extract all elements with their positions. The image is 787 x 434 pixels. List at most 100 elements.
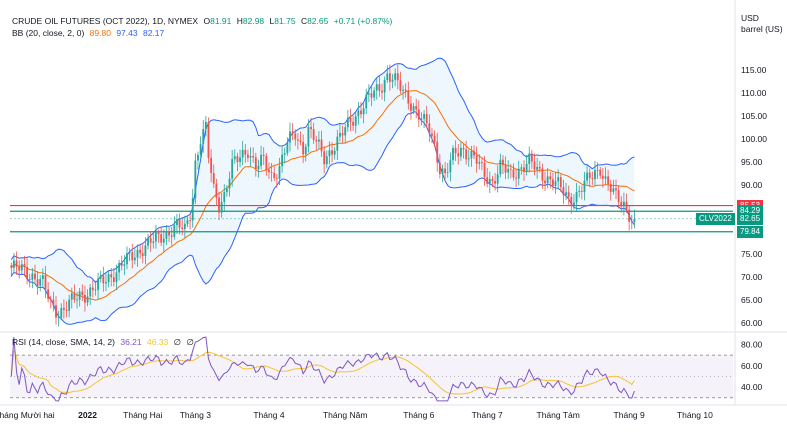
candle-body [328,150,331,157]
rsi-empty-2: ∅ [186,337,194,347]
y-tick-label: 105.00 [741,111,767,121]
candle-body [189,220,192,221]
x-axis-label: Tháng Năm [323,410,367,420]
candle-body [404,89,407,91]
candle-body [436,141,439,163]
currency-label: USD [741,13,759,23]
candle-body [586,172,589,181]
candle-body [596,169,599,171]
x-axis-label: Tháng 10 [677,410,713,420]
candle-body [486,177,489,184]
candle-body [294,133,297,140]
rsi-tick-label: 60.00 [741,361,763,371]
candle-body [512,169,515,178]
candle-body [183,223,186,229]
candle-body [633,218,636,223]
candle-body [36,279,39,286]
y-tick-label: 90.00 [741,180,763,190]
candle-body [520,167,523,169]
candle-body [18,266,21,271]
candle-body [459,147,462,157]
candle-body [162,238,165,243]
candle-body [247,154,249,158]
candle-body [57,317,60,319]
rsi-legend[interactable]: RSI (14, close, SMA, 14, 2) 36.21 46.33 … [12,337,197,348]
candle-body [160,234,163,243]
candle-body [604,176,607,179]
candle-body [570,196,573,206]
candle-body [344,127,347,136]
candle-body [176,219,178,226]
bb-lower-line [10,111,635,325]
candle-body [289,131,291,143]
candle-body [362,108,365,115]
candle-body [525,163,528,172]
candle-body [239,157,241,163]
candle-body [102,275,105,284]
candle-body [562,187,565,195]
candle-body [94,289,97,291]
candle-body [115,272,118,282]
x-axis-label: Tháng 9 [614,410,645,420]
symbol-legend: CRUDE OIL FUTURES (OCT 2022), 1D, NYMEX … [12,16,395,26]
candle-body [215,183,218,198]
candle-body [220,202,223,213]
candle-body [441,168,444,175]
candle-body [275,177,278,179]
candle-body [154,232,157,242]
candle-body [549,176,552,180]
candle-body [333,150,336,155]
x-axis-label: Tháng 7 [472,410,503,420]
bb-basis-line [10,90,635,301]
candle-body [370,93,373,98]
candle-body [575,191,578,203]
candle-body [191,198,194,221]
candle-body [78,291,81,300]
candle-body [241,149,244,158]
candle-body [615,188,617,191]
bb-legend[interactable]: BB (20, close, 2, 0) 89.80 97.43 82.17 [12,28,167,38]
candle-body [612,188,615,192]
price-label-79-84: 79.84 [737,225,764,238]
candle-body [462,147,465,150]
candle-body [428,123,431,134]
candle-body [367,93,370,95]
candle-body [186,220,189,224]
candle-body [302,141,305,155]
candle-body [39,278,42,286]
last-price-badge: 82.65 [737,212,764,225]
candle-body [331,150,333,155]
candle-body [107,274,110,283]
candle-body [396,73,399,81]
candle-body [212,173,215,184]
candle-body [536,166,539,170]
rsi-value: 36.21 [120,337,142,347]
candle-body [70,293,73,300]
candle-body [310,126,312,130]
candle-body [299,140,302,142]
candle-body [231,159,234,179]
candle-body [13,260,15,268]
candle-body [415,106,418,110]
candle-body [583,180,586,192]
candle-body [128,252,131,254]
candle-body [157,232,160,235]
candle-body [197,154,199,161]
candle-body [141,253,144,256]
candle-body [118,263,121,273]
candle-body [68,299,71,311]
candle-body [578,190,581,192]
candle-body [260,154,262,166]
candle-body [599,169,602,176]
bb-band-fill [11,58,635,325]
rsi-ma-value: 46.33 [147,337,169,347]
candle-body [504,165,507,173]
candle-body [49,298,52,300]
bb-lower-value: 82.17 [142,28,165,38]
candle-body [431,133,433,136]
x-axis-label: Tháng 6 [403,410,434,420]
candle-body [515,177,518,179]
candle-body [278,166,281,179]
y-tick-label: 65.00 [741,295,763,305]
